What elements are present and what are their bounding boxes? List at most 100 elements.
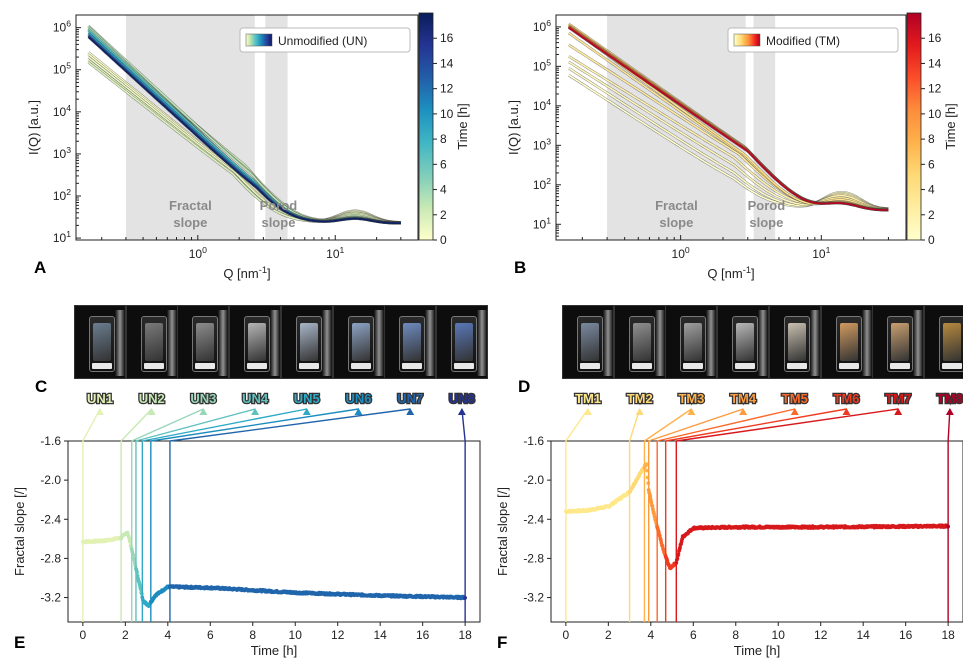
sample-label-UN6: UN6 (345, 391, 371, 406)
region-label: Porod (260, 198, 298, 213)
sample-connector-TM1 (566, 409, 588, 441)
y-tick-label: 102 (533, 176, 551, 192)
legend-swatch (246, 34, 272, 46)
sample-label-TM4: TM4 (730, 391, 757, 406)
vial-shape (348, 316, 374, 372)
vial-base (683, 363, 703, 369)
vial-glare (862, 310, 872, 376)
vial-glare (810, 310, 820, 376)
legend: Unmodified (UN) (240, 28, 410, 52)
photo-UN7 (384, 305, 436, 379)
legend: Modified (TM) (728, 28, 898, 52)
x-axis-label: Time [h] (734, 643, 780, 658)
photo-TM5 (769, 305, 821, 379)
x-tick-label: 10 (772, 628, 786, 642)
y-axis-label: Fractal slope [/] (495, 487, 510, 576)
colorbar-tick-label: 2 (440, 208, 447, 222)
sample-label-UN2: UN2 (139, 391, 165, 406)
sample-connector-UN2 (121, 409, 152, 441)
vial-sample (891, 323, 909, 361)
region-label: Porod (748, 198, 786, 213)
vial-glare (218, 310, 228, 376)
vial-shape (939, 316, 963, 372)
vial-glare (374, 310, 384, 376)
sample-arrowhead (636, 408, 644, 415)
sample-connector-TM3 (644, 409, 691, 441)
legend-swatch (734, 34, 760, 46)
vial-sample (633, 323, 651, 361)
vial-sample (403, 323, 421, 361)
vial-sample (581, 323, 599, 361)
x-tick-label: 16 (416, 628, 430, 642)
legend-label: Modified (TM) (766, 34, 840, 48)
x-tick-label: 101 (812, 245, 830, 261)
y-tick-label: 101 (533, 215, 551, 231)
colorbar-tick-label: 4 (440, 183, 447, 197)
colorbar-tick-label: 0 (440, 233, 447, 247)
y-tick-label: -3.2 (40, 591, 61, 605)
vial-base (839, 363, 859, 369)
vial-base (144, 363, 164, 369)
vial-base (787, 363, 807, 369)
colorbar: 0246810121416Time [h] (419, 13, 470, 247)
y-tick-label: 105 (533, 57, 551, 73)
sample-label-UN7: UN7 (397, 391, 423, 406)
x-tick-label: 2 (122, 628, 129, 642)
region-label: Fractal (655, 198, 698, 213)
vial-shape (784, 316, 810, 372)
x-tick-label: 18 (941, 628, 955, 642)
x-tick-label: 8 (732, 628, 739, 642)
y-tick-label: -3.2 (523, 591, 544, 605)
photo-TM1 (562, 305, 614, 379)
colorbar-tick-label: 0 (928, 233, 935, 247)
vial-glare (425, 310, 435, 376)
sample-connector-TM5 (657, 409, 795, 441)
x-tick-label: 4 (164, 628, 171, 642)
vial-sample (736, 323, 754, 361)
vial-sample (684, 323, 702, 361)
panel-label-photos: C (35, 377, 47, 396)
y-tick-label: -2.0 (523, 473, 544, 487)
data-point (645, 462, 649, 466)
y-tick-label: -2.4 (523, 512, 544, 526)
x-tick-label: 14 (374, 628, 388, 642)
sample-label-TM1: TM1 (575, 391, 601, 406)
vial-base (195, 363, 215, 369)
colorbar-tick-label: 16 (928, 31, 942, 45)
x-axis-label: Q [nm-1] (223, 265, 270, 281)
colorbar-tick-label: 12 (928, 82, 942, 96)
vial-shape (577, 316, 603, 372)
vial-shape (629, 316, 655, 372)
vial-base (299, 363, 319, 369)
x-axis-label: Q [nm-1] (707, 265, 754, 281)
vial-sample (145, 323, 163, 361)
vial-sample (300, 323, 318, 361)
x-tick-label: 8 (249, 628, 256, 642)
x-tick-label: 18 (458, 628, 472, 642)
photo-UN1 (74, 305, 126, 379)
sample-arrowhead (946, 408, 954, 415)
photo-TM4 (717, 305, 769, 379)
vial-glare (167, 310, 177, 376)
panel-label: F (497, 633, 507, 652)
colorbar-tick-label: 14 (928, 56, 942, 70)
sample-label-UN8: UN8 (449, 391, 475, 406)
colorbar-tick-label: 8 (440, 132, 447, 146)
vial-sample (840, 323, 858, 361)
vial-sample (943, 323, 961, 361)
x-axis-label: Time [h] (251, 643, 297, 658)
x-tick-label: 10 (289, 628, 303, 642)
y-tick-label: -2.0 (40, 473, 61, 487)
region-label: slope (749, 215, 783, 230)
vial-glare (603, 310, 613, 376)
x-tick-label: 6 (690, 628, 697, 642)
data-points (81, 531, 467, 608)
photo-TM8 (924, 305, 963, 379)
y-tick-label: 104 (533, 97, 551, 113)
colorbar-tick-label: 6 (440, 157, 447, 171)
x-tick-label: 6 (207, 628, 214, 642)
sample-label-TM3: TM3 (678, 391, 704, 406)
vial-glare (322, 310, 332, 376)
vial-base (735, 363, 755, 369)
region-label: slope (659, 215, 693, 230)
